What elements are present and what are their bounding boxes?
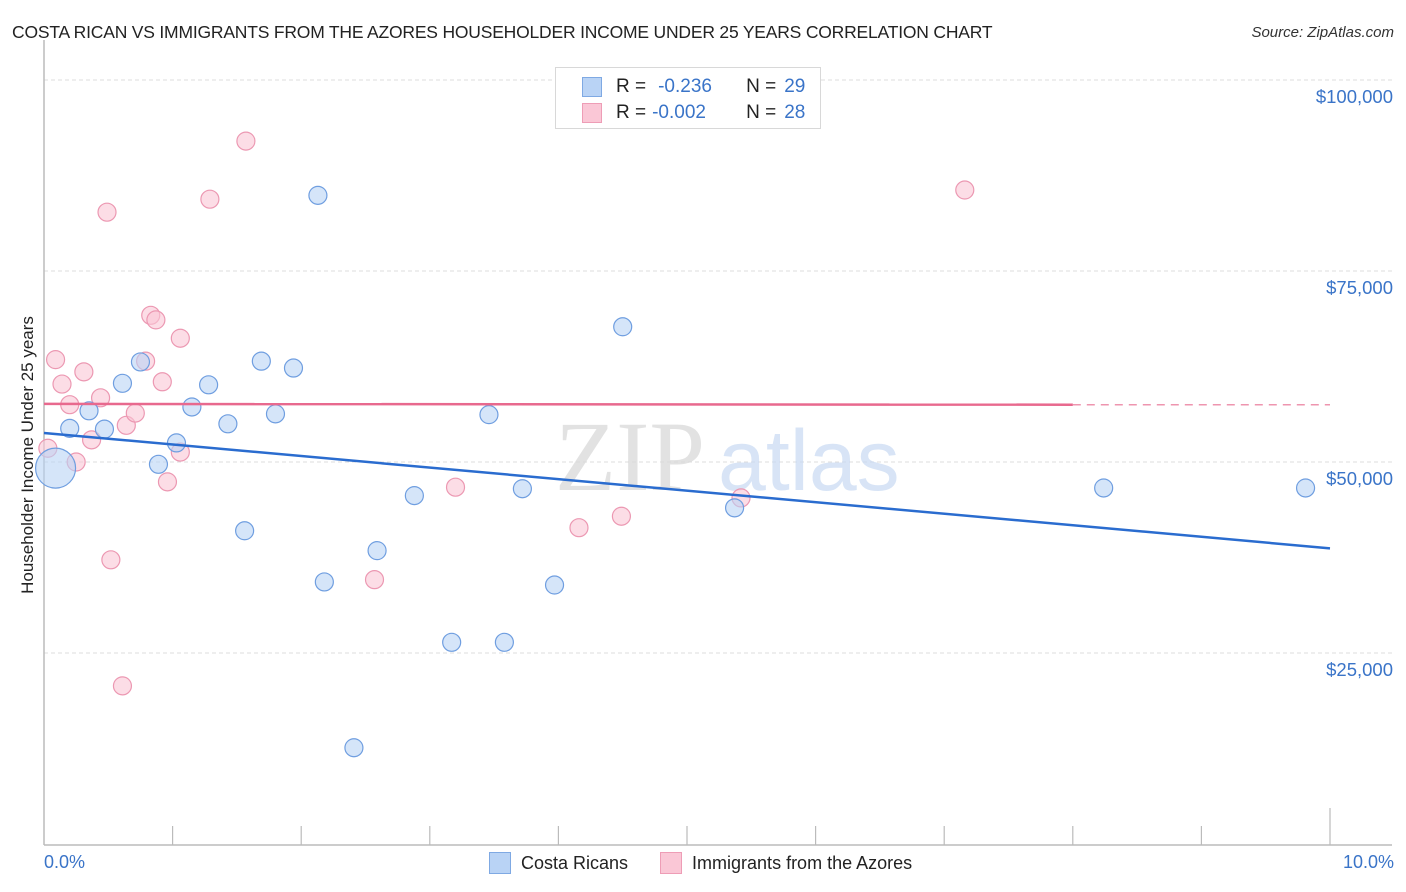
data-point[interactable] xyxy=(724,498,745,518)
data-point[interactable] xyxy=(1295,478,1316,498)
data-point[interactable] xyxy=(1094,478,1114,498)
azores-trend-line xyxy=(43,402,1073,406)
trend-lines xyxy=(43,402,1331,550)
data-point[interactable] xyxy=(314,572,334,592)
data-point[interactable] xyxy=(544,575,565,595)
data-point[interactable] xyxy=(569,518,589,538)
data-point[interactable] xyxy=(97,202,117,222)
data-point[interactable] xyxy=(146,310,166,330)
r-label: R = xyxy=(616,102,647,123)
data-point[interactable] xyxy=(112,373,133,393)
data-point[interactable] xyxy=(157,472,178,492)
data-point[interactable] xyxy=(81,430,102,450)
y-axis-label: Householder Income Under 25 years xyxy=(18,316,37,594)
data-point[interactable] xyxy=(235,521,255,541)
azores-swatch xyxy=(582,103,602,123)
source-label: Source: ZipAtlas.com xyxy=(1251,24,1394,41)
data-point[interactable] xyxy=(170,328,190,348)
data-point[interactable] xyxy=(442,632,462,652)
data-point[interactable] xyxy=(101,550,121,570)
data-point[interactable] xyxy=(166,433,187,453)
data-point[interactable] xyxy=(236,131,256,151)
data-point[interactable] xyxy=(265,404,286,424)
gridlines xyxy=(44,79,1392,654)
data-point[interactable] xyxy=(344,738,364,758)
costa-ricans-trend-line xyxy=(43,431,1331,550)
data-point[interactable] xyxy=(94,419,115,439)
y-tick-25000: $25,000 xyxy=(1326,659,1393,680)
data-point[interactable] xyxy=(52,374,72,394)
stats-legend: R = -0.236 N = 29 R = -0.002 N = 28 xyxy=(555,67,821,129)
data-point[interactable] xyxy=(494,632,514,652)
data-point[interactable] xyxy=(74,362,94,382)
data-point[interactable] xyxy=(218,414,238,434)
data-point[interactable] xyxy=(308,185,328,205)
data-point[interactable] xyxy=(152,372,172,392)
legend-label: Immigrants from the Azores xyxy=(692,852,913,873)
data-point[interactable] xyxy=(367,541,387,561)
y-tick-50000: $50,000 xyxy=(1326,468,1393,489)
data-point[interactable] xyxy=(45,350,66,370)
data-point[interactable] xyxy=(404,486,424,506)
costa-ricans-swatch xyxy=(489,852,511,874)
data-point[interactable] xyxy=(182,397,202,417)
series-blue-points xyxy=(34,185,1316,758)
n-label: N = xyxy=(746,76,777,97)
n-value: 28 xyxy=(784,102,806,123)
series-legend: Costa Ricans Immigrants from the Azores xyxy=(489,852,944,874)
data-point[interactable] xyxy=(90,388,111,408)
data-point[interactable] xyxy=(130,352,151,372)
x-tick-max: 10.0% xyxy=(1342,852,1394,872)
data-point[interactable] xyxy=(512,479,532,499)
data-point[interactable] xyxy=(79,401,99,421)
data-point[interactable] xyxy=(955,180,975,200)
data-point[interactable] xyxy=(283,358,304,378)
data-point[interactable] xyxy=(199,375,219,395)
data-point[interactable] xyxy=(613,317,633,337)
data-point[interactable] xyxy=(34,447,77,489)
x-tick-min: 0.0% xyxy=(44,852,86,872)
data-point[interactable] xyxy=(148,454,169,474)
data-point[interactable] xyxy=(479,405,499,425)
legend-label: Costa Ricans xyxy=(521,852,629,873)
watermark-zip: ZIP xyxy=(555,401,705,512)
data-point[interactable] xyxy=(445,477,466,497)
r-label: R = xyxy=(616,76,647,97)
legend-item-azores[interactable]: Immigrants from the Azores xyxy=(660,852,912,874)
costa-ricans-swatch xyxy=(582,77,602,97)
stats-row-costa-ricans: R = -0.236 N = 29 xyxy=(582,75,805,99)
y-tick-75000: $75,000 xyxy=(1326,277,1393,298)
azores-swatch xyxy=(660,852,683,874)
legend-item-costa-ricans[interactable]: Costa Ricans xyxy=(489,852,628,874)
data-point[interactable] xyxy=(611,506,632,526)
data-point[interactable] xyxy=(364,570,385,590)
chart-title: COSTA RICAN VS IMMIGRANTS FROM THE AZORE… xyxy=(12,22,993,42)
data-point[interactable] xyxy=(251,351,271,371)
n-label: N = xyxy=(746,102,777,123)
data-point[interactable] xyxy=(200,189,220,209)
data-point[interactable] xyxy=(112,676,133,696)
r-value: -0.236 xyxy=(658,76,712,97)
stats-row-azores: R = -0.002 N = 28 xyxy=(582,101,805,125)
r-value: -0.002 xyxy=(652,102,706,123)
n-value: 29 xyxy=(784,76,806,97)
data-point[interactable] xyxy=(125,403,145,423)
y-tick-100000: $100,000 xyxy=(1315,86,1393,107)
data-point[interactable] xyxy=(60,418,80,438)
